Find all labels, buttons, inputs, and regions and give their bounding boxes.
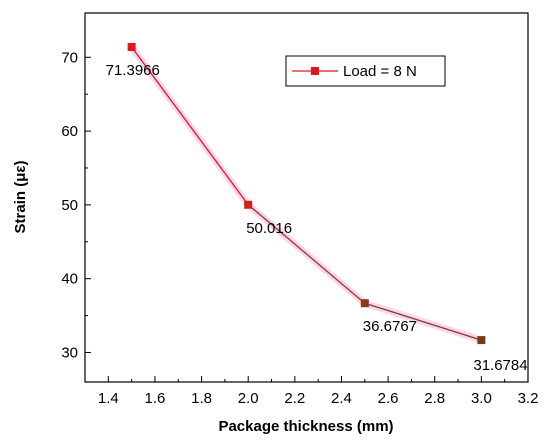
legend: Load = 8 N [285, 55, 446, 87]
x-tick-label: 2.4 [331, 390, 352, 407]
data-point-marker [360, 299, 369, 308]
y-tick-label: 40 [61, 271, 78, 288]
x-axis-title: Package thickness (mm) [218, 418, 393, 435]
data-label: 71.3966 [106, 62, 160, 79]
x-tick-label: 3.0 [471, 390, 492, 407]
data-label: 36.6767 [363, 318, 417, 335]
legend-marker [311, 67, 319, 75]
data-point-marker [127, 42, 136, 51]
x-tick-label: 3.2 [518, 390, 539, 407]
data-label: 50.016 [246, 220, 292, 237]
data-label-layer: 71.3966 50.016 36.6767 31.6784 [106, 62, 528, 374]
x-tick-label: 1.6 [145, 390, 166, 407]
series-line-segment [364, 302, 482, 341]
series-line-segment [131, 46, 249, 206]
series-marker-layer [127, 42, 486, 345]
x-tick-label: 1.4 [98, 390, 119, 407]
y-axis: 30 40 50 60 70 [61, 49, 91, 361]
series-line-segment [247, 204, 366, 304]
data-point-marker [244, 200, 253, 209]
x-axis: 1.4 1.6 1.8 2.0 2.2 2.4 2.6 2.8 3.0 3.2 [98, 376, 539, 407]
y-tick-label: 30 [61, 344, 78, 361]
legend-label: Load = 8 N [343, 63, 417, 80]
plot-frame [84, 12, 529, 383]
x-tick-label: 1.8 [191, 390, 212, 407]
y-tick-label: 60 [61, 123, 78, 140]
series-line-layer [131, 46, 482, 341]
series-glow-layer [128, 43, 485, 344]
x-tick-label: 2.0 [238, 390, 259, 407]
x-tick-label: 2.8 [424, 390, 445, 407]
data-label: 31.6784 [473, 357, 527, 374]
y-tick-label: 70 [61, 49, 78, 66]
y-axis-title: Strain (με) [12, 161, 29, 234]
data-point-marker [477, 336, 486, 345]
y-tick-label: 50 [61, 197, 78, 214]
series-glow [128, 43, 485, 344]
x-tick-label: 2.6 [378, 390, 399, 407]
x-tick-label: 2.2 [284, 390, 305, 407]
